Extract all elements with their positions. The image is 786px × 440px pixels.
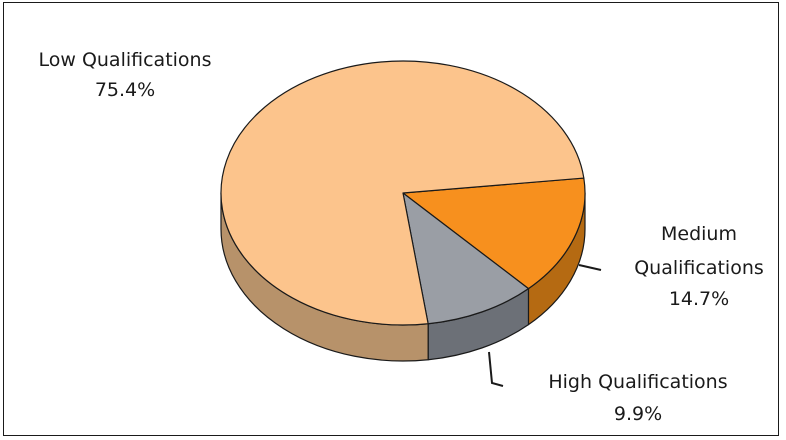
label-low-name: Low Qualifications: [38, 49, 211, 71]
leader-lines: [488, 264, 602, 387]
pie-tops: [220, 60, 586, 326]
pie-slice-low: [220, 60, 585, 326]
leader-line-medium: [578, 264, 602, 271]
label-high-name: High Qualifications: [548, 371, 727, 393]
label-low-value: 75.4%: [95, 79, 155, 101]
leader-line-high: [488, 351, 504, 387]
label-medium-name-line1: Medium: [661, 223, 737, 245]
pie-slice-medium: [402, 177, 586, 290]
label-high-value: 9.9%: [614, 403, 662, 425]
label-medium-name-line2: Qualifications: [634, 257, 764, 279]
label-medium-value: 14.7%: [669, 288, 729, 310]
pie-slice-high: [402, 192, 530, 325]
pie-sides: [220, 192, 586, 362]
